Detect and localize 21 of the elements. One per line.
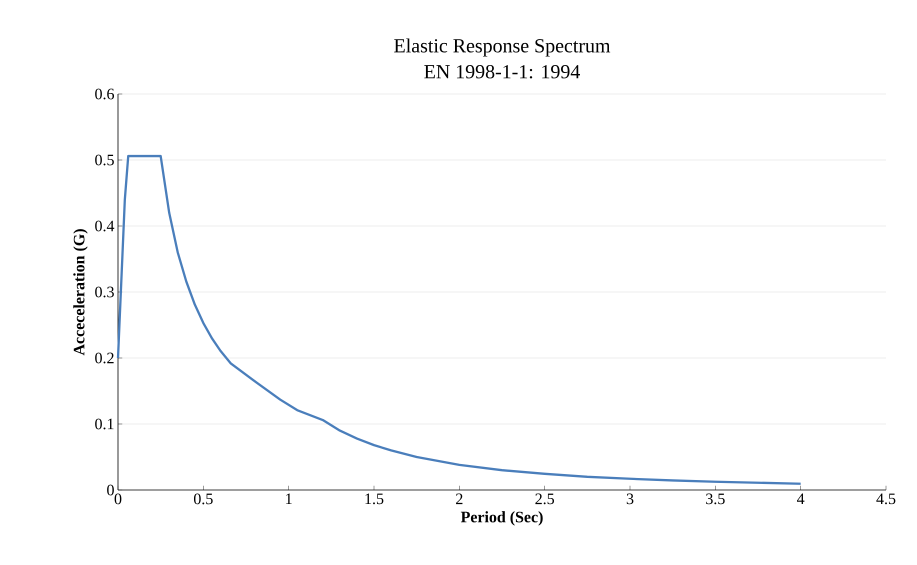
x-tick-label: 1 bbox=[286, 494, 292, 504]
y-axis-title: Acceceleration (G) bbox=[73, 229, 88, 356]
x-tick-label: 0.5 bbox=[194, 494, 213, 504]
x-tick-label: 3 bbox=[626, 494, 634, 504]
chart-subtitle: EN 1998-1-1: 1994 bbox=[424, 64, 580, 79]
x-tick-label: 0 bbox=[114, 494, 122, 504]
y-tick-label: 0.1 bbox=[95, 418, 114, 430]
y-tick-label: 0.6 bbox=[95, 88, 114, 100]
y-tick-label: 0.5 bbox=[95, 154, 114, 166]
x-tick-label: 4 bbox=[797, 494, 804, 504]
x-tick-label: 1.5 bbox=[365, 494, 384, 504]
y-tick-label: 0.2 bbox=[95, 352, 114, 364]
y-tick-label: 0 bbox=[107, 484, 114, 496]
y-tick-label: 0.3 bbox=[95, 286, 114, 298]
y-tick-label: 0.4 bbox=[95, 220, 114, 232]
chart-title: Elastic Response Spectrum bbox=[394, 38, 610, 57]
x-tick-label: 3.5 bbox=[706, 494, 725, 504]
x-tick-label: 4.5 bbox=[876, 494, 896, 504]
x-tick-label: 2.5 bbox=[535, 494, 554, 504]
x-tick-label: 2 bbox=[456, 494, 462, 504]
x-axis-title: Period (Sec) bbox=[460, 511, 543, 526]
